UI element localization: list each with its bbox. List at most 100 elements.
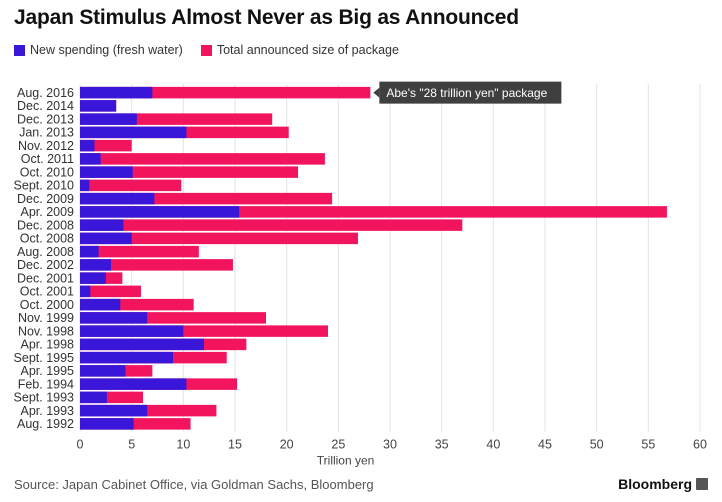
bar-new-spending bbox=[80, 126, 187, 139]
bar-total bbox=[80, 285, 141, 298]
bar-new-spending bbox=[80, 192, 155, 205]
bar-new-spending bbox=[80, 139, 95, 152]
y-category-label: Apr. 1998 bbox=[20, 338, 74, 352]
bar-new-spending bbox=[80, 404, 148, 417]
bar-total bbox=[80, 418, 191, 430]
y-category-label: Feb. 1994 bbox=[18, 377, 74, 391]
bar-total bbox=[80, 391, 144, 404]
bar-new-spending bbox=[80, 338, 204, 351]
annotation-box bbox=[379, 81, 562, 104]
x-tick-label: 0 bbox=[77, 438, 84, 452]
bar-total bbox=[80, 259, 233, 271]
y-category-label: Apr. 1993 bbox=[20, 404, 74, 418]
x-tick-label: 45 bbox=[538, 438, 552, 452]
bar-new-spending bbox=[80, 418, 134, 430]
x-axis-label: Trillion yen bbox=[317, 454, 375, 468]
bar-new-spending bbox=[80, 166, 133, 178]
x-tick-label: 5 bbox=[128, 438, 135, 452]
x-tick-label: 25 bbox=[331, 438, 345, 452]
legend-swatch-total bbox=[200, 44, 212, 56]
y-category-label: Oct. 2011 bbox=[21, 152, 74, 166]
bar-new-spending bbox=[80, 232, 132, 245]
y-category-label: Dec. 2002 bbox=[17, 258, 74, 272]
y-category-label: Dec. 2001 bbox=[17, 271, 74, 285]
x-tick-label: 30 bbox=[383, 438, 397, 452]
y-category-label: Dec. 2008 bbox=[17, 218, 74, 232]
bar-new-spending bbox=[80, 325, 184, 337]
y-category-label: Sept. 1995 bbox=[14, 351, 75, 365]
x-tick-label: 15 bbox=[228, 438, 242, 452]
annotation-label: Abe's "28 trillion yen" package bbox=[386, 86, 547, 100]
source-note: Source: Japan Cabinet Office, via Goldma… bbox=[14, 477, 374, 492]
brand-logo: Bloomberg bbox=[618, 476, 708, 492]
x-tick-label: 20 bbox=[280, 438, 294, 452]
bar-new-spending bbox=[80, 259, 111, 271]
annotation-pointer bbox=[373, 87, 380, 98]
x-tick-label: 10 bbox=[176, 438, 190, 452]
x-tick-label: 35 bbox=[435, 438, 449, 452]
bar-total bbox=[80, 298, 194, 311]
legend-label-total: Total announced size of package bbox=[216, 43, 399, 57]
y-category-label: Apr. 2009 bbox=[20, 205, 74, 219]
legend-label-new-spending: New spending (fresh water) bbox=[30, 43, 183, 57]
y-category-label: Jan. 2013 bbox=[19, 126, 74, 140]
y-category-label: Sept. 2010 bbox=[14, 179, 75, 193]
x-tick-label: 40 bbox=[486, 438, 500, 452]
bar-new-spending bbox=[80, 179, 90, 192]
bar-new-spending bbox=[80, 298, 121, 311]
bar-new-spending bbox=[80, 153, 101, 165]
y-category-label: Oct. 2001 bbox=[20, 285, 74, 299]
bar-new-spending bbox=[80, 351, 173, 364]
bar-new-spending bbox=[80, 113, 137, 125]
brand-name: Bloomberg bbox=[618, 476, 692, 492]
bar-total bbox=[80, 139, 132, 152]
y-category-label: Oct. 2008 bbox=[20, 232, 74, 246]
bar-new-spending bbox=[80, 245, 99, 258]
bar-new-spending bbox=[80, 206, 240, 218]
bar-total bbox=[80, 113, 273, 125]
bar-new-spending bbox=[80, 219, 124, 231]
bar-new-spending bbox=[80, 272, 106, 284]
chart-title: Japan Stimulus Almost Never as Big as An… bbox=[14, 6, 519, 29]
y-category-label: Aug. 2008 bbox=[17, 245, 74, 259]
x-tick-label: 60 bbox=[693, 438, 707, 452]
bar-total bbox=[80, 232, 358, 245]
bar-new-spending bbox=[80, 285, 91, 298]
x-tick-label: 55 bbox=[641, 438, 655, 452]
bar-total bbox=[80, 192, 333, 205]
y-category-label: Sept. 1993 bbox=[14, 391, 75, 405]
bar-total bbox=[80, 153, 325, 165]
bar-total bbox=[80, 245, 199, 258]
bar-total bbox=[80, 219, 463, 231]
x-tick-label: 50 bbox=[590, 438, 604, 452]
y-category-label: Oct. 2010 bbox=[20, 165, 74, 179]
y-category-label: Oct. 2000 bbox=[20, 298, 74, 312]
legend-item-new-spending: New spending (fresh water) bbox=[14, 43, 183, 57]
bar-new-spending bbox=[80, 86, 153, 99]
legend-item-total: Total announced size of package bbox=[200, 43, 399, 57]
legend-swatch-new-spending bbox=[14, 44, 25, 56]
y-category-label: Nov. 1999 bbox=[18, 311, 74, 325]
y-category-label: Dec. 2009 bbox=[17, 192, 74, 206]
bar-total bbox=[80, 206, 667, 218]
y-category-label: Apr. 1995 bbox=[20, 364, 74, 378]
bar-new-spending bbox=[80, 378, 187, 390]
bar-new-spending bbox=[80, 391, 107, 404]
y-category-label: Aug. 1992 bbox=[17, 417, 74, 431]
y-category-label: Dec. 2014 bbox=[17, 99, 74, 113]
bar-total bbox=[80, 166, 299, 178]
bar-new-spending bbox=[80, 100, 117, 112]
bar-new-spending bbox=[80, 365, 126, 377]
bar-new-spending bbox=[80, 312, 148, 324]
bar-total bbox=[80, 404, 217, 417]
legend: New spending (fresh water) Total announc… bbox=[14, 43, 417, 57]
y-category-label: Aug. 2016 bbox=[17, 86, 74, 100]
y-category-label: Nov. 2012 bbox=[18, 139, 74, 153]
y-category-label: Dec. 2013 bbox=[17, 112, 74, 126]
y-category-label: Nov. 1998 bbox=[18, 324, 74, 338]
bloomberg-icon bbox=[696, 478, 708, 490]
bar-total bbox=[80, 312, 266, 324]
bar-total bbox=[80, 86, 371, 99]
bar-total bbox=[80, 179, 182, 192]
